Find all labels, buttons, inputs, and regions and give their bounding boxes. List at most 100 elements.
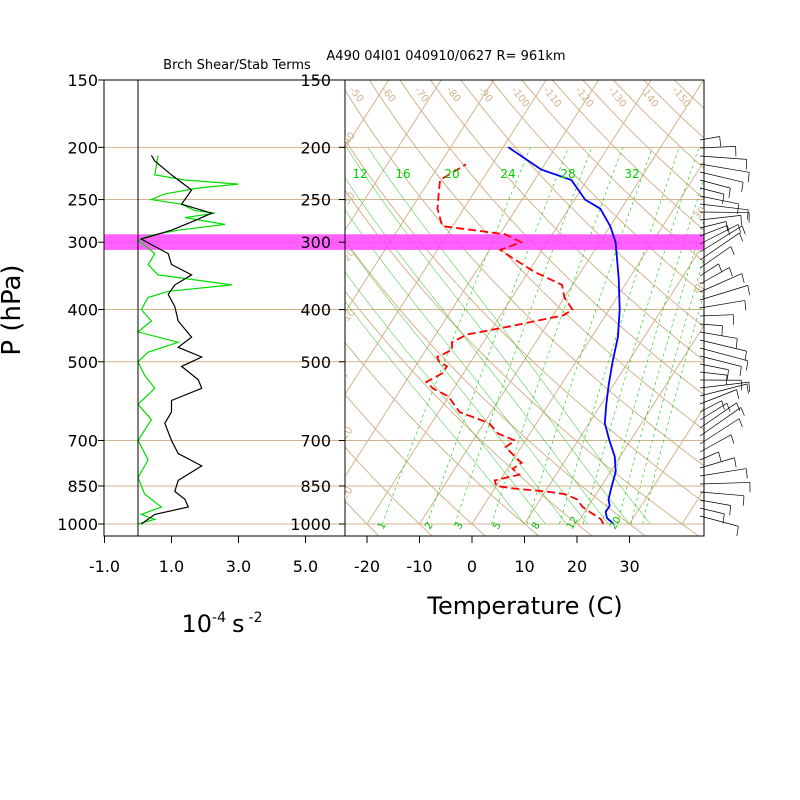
mixing-ratio-label: 24 bbox=[500, 167, 515, 181]
mixing-ratio-label: 32 bbox=[624, 167, 639, 181]
dry-adiabat bbox=[688, 64, 800, 536]
mixing-ratio-label: 20 bbox=[444, 167, 459, 181]
dewpoint-line bbox=[424, 163, 605, 525]
mixing-ratio-line bbox=[582, 147, 700, 525]
wind-barb bbox=[699, 323, 723, 327]
wind-barb-feather bbox=[748, 382, 750, 393]
temperature-x-tick-label: 10 bbox=[514, 557, 534, 576]
isotherm bbox=[345, 80, 442, 232]
isotherm bbox=[345, 80, 600, 478]
temperature-x-tick-label: 0 bbox=[467, 557, 477, 576]
pressure-tick-label: 150 bbox=[67, 71, 98, 90]
dry-adiabat bbox=[345, 139, 704, 503]
dry-adiabat-label: 40 bbox=[692, 280, 709, 297]
isotherm-label: -150 bbox=[670, 85, 693, 110]
wind-barb-feather bbox=[736, 402, 741, 412]
wind-barb bbox=[699, 171, 744, 183]
shear-x-tick-label: 1.0 bbox=[159, 557, 184, 576]
wind-barb bbox=[699, 263, 719, 277]
temperature-line bbox=[507, 146, 621, 525]
moist-adiabat bbox=[345, 271, 546, 525]
wind-barb-feather bbox=[726, 403, 731, 412]
pressure-tick-label: 500 bbox=[300, 353, 331, 372]
dry-adiabat bbox=[673, 80, 704, 110]
mixing-ratio-line bbox=[642, 292, 704, 525]
isotherm-label: -60 bbox=[379, 85, 398, 105]
wind-barb-feather bbox=[747, 209, 749, 220]
pressure-tick-label: 300 bbox=[67, 233, 98, 252]
dry-adiabat bbox=[368, 80, 704, 431]
wind-barb-feather bbox=[744, 300, 747, 311]
wind-barb bbox=[699, 451, 719, 461]
wind-barb-feather bbox=[744, 351, 747, 361]
wind-barb-feather bbox=[739, 366, 742, 377]
wind-barb bbox=[699, 418, 740, 445]
wind-barb-feather bbox=[738, 418, 743, 428]
isotherm bbox=[0, 80, 231, 524]
dry-adiabat-label: 10 bbox=[339, 425, 356, 442]
dry-adiabat bbox=[345, 393, 486, 536]
wind-barb-feather bbox=[740, 407, 745, 416]
wind-barb-feather bbox=[737, 224, 742, 234]
left-panel-title: Brch Shear/Stab Terms bbox=[163, 58, 311, 73]
pressure-tick-label: 200 bbox=[300, 138, 331, 157]
temperature-x-tick-label: 20 bbox=[567, 557, 587, 576]
temperature-x-tick-label: -20 bbox=[354, 557, 380, 576]
wind-barb-feather bbox=[736, 389, 740, 400]
highlight-band-left bbox=[104, 234, 345, 250]
wind-barb bbox=[699, 457, 735, 469]
wind-barb bbox=[699, 402, 737, 429]
stability-line bbox=[139, 155, 214, 525]
wind-barb bbox=[699, 179, 731, 189]
dry-adiabat bbox=[345, 446, 432, 536]
wind-barb bbox=[699, 355, 742, 367]
isotherm bbox=[366, 80, 652, 525]
isotherm-label: -50 bbox=[347, 85, 366, 105]
wind-barb bbox=[699, 402, 728, 421]
dry-adiabat-label: -10 bbox=[339, 307, 358, 327]
pressure-tick-label: 850 bbox=[300, 477, 331, 496]
shear-x-ticks: -1.0 1.0 3.0 5.0 bbox=[89, 536, 318, 576]
shear-x-axis-label: 10-4 s -2 bbox=[182, 610, 263, 638]
dry-adiabat bbox=[460, 80, 704, 328]
mid-pressure-ticks: 150 200 250 300 400 500 700 850 1000 bbox=[290, 71, 345, 534]
mixing-ratio-line bbox=[491, 147, 623, 525]
pressure-tick-label: 700 bbox=[300, 432, 331, 451]
temperature-x-tick-label: -10 bbox=[406, 557, 432, 576]
wind-barb bbox=[699, 515, 739, 527]
dry-adiabat bbox=[345, 290, 592, 536]
mixing-ratio-label: 16 bbox=[395, 167, 410, 181]
saturated-adiabat-label: 1 bbox=[376, 520, 389, 531]
dry-adiabat-label: 0 bbox=[339, 370, 352, 382]
wind-barb-feather bbox=[730, 246, 735, 255]
wind-barb bbox=[699, 347, 749, 362]
dry-adiabat bbox=[345, 341, 539, 536]
wind-barb bbox=[699, 499, 731, 506]
highlight-band-right bbox=[345, 234, 704, 250]
dry-adiabat bbox=[582, 80, 704, 200]
wind-barb bbox=[699, 187, 725, 195]
isotherm bbox=[576, 324, 704, 525]
wind-barb-feather bbox=[746, 383, 749, 394]
wind-barb-feather bbox=[721, 400, 725, 410]
wind-barbs bbox=[699, 136, 751, 536]
wind-barb bbox=[699, 232, 740, 261]
moist-adiabat bbox=[345, 209, 588, 525]
temperature-x-tick-label: 30 bbox=[619, 557, 639, 576]
mixing-ratio-line bbox=[454, 147, 593, 525]
temperature-x-ticks: -20 -10 0 10 20 30 bbox=[354, 536, 640, 576]
dry-adiabat bbox=[551, 80, 704, 231]
wind-barb bbox=[699, 136, 720, 141]
wind-barb bbox=[699, 339, 747, 352]
wind-barb bbox=[699, 221, 727, 229]
wind-barb bbox=[699, 331, 738, 339]
wind-barb-feather bbox=[746, 360, 749, 371]
wind-barb bbox=[699, 146, 736, 149]
wind-barb-feather bbox=[747, 172, 750, 183]
dry-adiabat bbox=[612, 80, 704, 169]
pressure-tick-label: 500 bbox=[67, 353, 98, 372]
wind-barb-feather bbox=[741, 182, 744, 192]
dry-adiabat bbox=[345, 189, 699, 536]
wind-barb bbox=[699, 468, 747, 477]
